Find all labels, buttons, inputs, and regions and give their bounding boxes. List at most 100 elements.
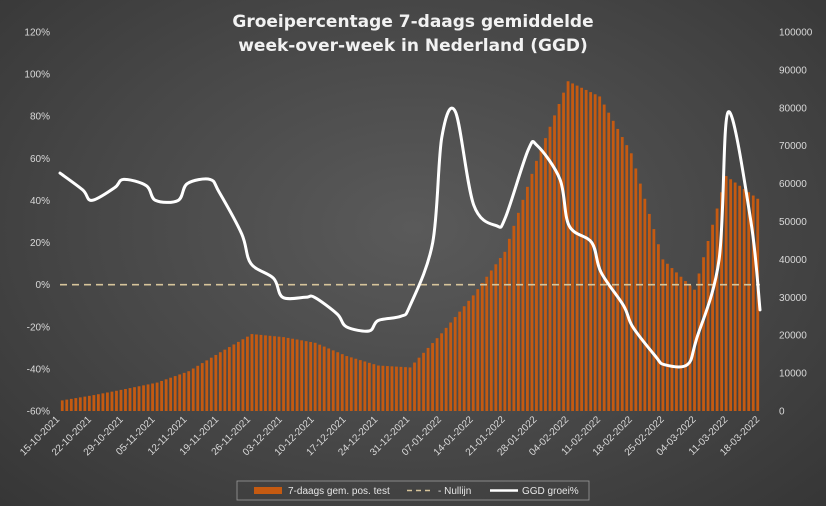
right-tick-label: 90000	[779, 65, 807, 76]
bar	[485, 276, 489, 411]
bar	[584, 89, 588, 412]
bar	[124, 389, 127, 411]
bar	[191, 368, 195, 411]
bar	[688, 285, 692, 411]
bar	[300, 340, 304, 411]
bar	[413, 362, 416, 411]
bar	[178, 374, 182, 411]
left-tick-label: -60%	[27, 407, 50, 418]
bar	[620, 137, 624, 412]
bar	[137, 386, 141, 411]
bar	[706, 240, 710, 411]
bar	[304, 341, 308, 411]
bar	[196, 365, 200, 411]
bar	[535, 160, 538, 411]
bar	[286, 337, 290, 411]
bar	[417, 357, 421, 411]
bar	[566, 81, 570, 412]
bar	[444, 327, 448, 411]
legend-entry-bars: 7-daags gem. pos. test	[288, 486, 390, 497]
left-tick-label: 0%	[36, 280, 51, 291]
bar	[729, 179, 733, 411]
bar	[390, 366, 394, 411]
bar	[250, 334, 254, 411]
left-tick-label: 40%	[30, 196, 50, 207]
bar	[422, 352, 425, 411]
x-axis: 15-10-202122-10-202129-10-202105-11-2021…	[18, 414, 762, 458]
bar	[96, 394, 100, 411]
bar	[751, 195, 755, 411]
left-tick-label: 100%	[24, 70, 50, 81]
bar	[747, 192, 751, 411]
bar	[715, 208, 719, 411]
bar	[395, 366, 398, 411]
bar	[512, 225, 516, 411]
bar	[151, 383, 154, 411]
bar	[440, 333, 444, 411]
bar	[602, 104, 606, 412]
bar	[309, 341, 313, 411]
bar	[367, 362, 371, 411]
bar	[282, 337, 285, 411]
bar	[503, 251, 507, 411]
chart-title: Groeipercentage 7-daags gemiddelde week-…	[232, 12, 593, 56]
bar	[571, 83, 574, 411]
bar	[494, 264, 498, 411]
bar	[539, 149, 543, 412]
bar	[625, 145, 629, 411]
bar	[675, 272, 678, 411]
right-tick-label: 60000	[779, 179, 807, 190]
bar	[255, 334, 258, 411]
bar	[733, 182, 737, 411]
bar	[259, 334, 263, 411]
bar	[110, 391, 114, 411]
bar	[679, 276, 683, 411]
right-tick-label: 70000	[779, 141, 807, 152]
bar	[408, 367, 412, 411]
bar	[295, 339, 299, 411]
bar	[345, 356, 349, 411]
legend-entry-line: GGD groei%	[522, 486, 579, 497]
bar	[575, 85, 579, 411]
bar	[530, 173, 534, 411]
bar	[273, 336, 276, 411]
bar	[182, 372, 186, 411]
bar	[146, 384, 150, 411]
bar	[449, 322, 453, 411]
bar	[60, 400, 64, 411]
bar	[589, 92, 593, 411]
bar	[214, 354, 218, 411]
right-tick-label: 10000	[779, 369, 807, 380]
bar	[458, 311, 462, 411]
bar-series	[60, 81, 760, 412]
bar	[83, 396, 87, 411]
bar	[236, 341, 240, 411]
bar	[376, 365, 380, 411]
bar	[291, 338, 294, 411]
legend-bar-swatch	[254, 487, 282, 494]
bar	[548, 126, 552, 411]
bar	[381, 365, 385, 411]
bar	[462, 306, 466, 411]
bar	[331, 350, 335, 411]
bar	[318, 344, 322, 411]
bar	[616, 128, 620, 412]
left-tick-label: 60%	[30, 154, 50, 165]
bar	[119, 389, 123, 411]
bar	[697, 273, 701, 411]
bar	[647, 213, 651, 411]
left-tick-label: 80%	[30, 112, 50, 123]
chart-title-line-1: Groeipercentage 7-daags gemiddelde	[232, 12, 593, 32]
bar	[363, 361, 367, 411]
bar	[354, 358, 358, 411]
bar	[629, 153, 633, 411]
legend-entry-zero: - Nullijn	[438, 486, 471, 497]
bar	[268, 335, 272, 411]
left-tick-label: -20%	[27, 322, 50, 333]
bar	[742, 189, 746, 411]
left-tick-label: -40%	[27, 364, 50, 375]
bar	[638, 183, 642, 411]
bar	[358, 360, 362, 411]
bar	[756, 198, 760, 411]
